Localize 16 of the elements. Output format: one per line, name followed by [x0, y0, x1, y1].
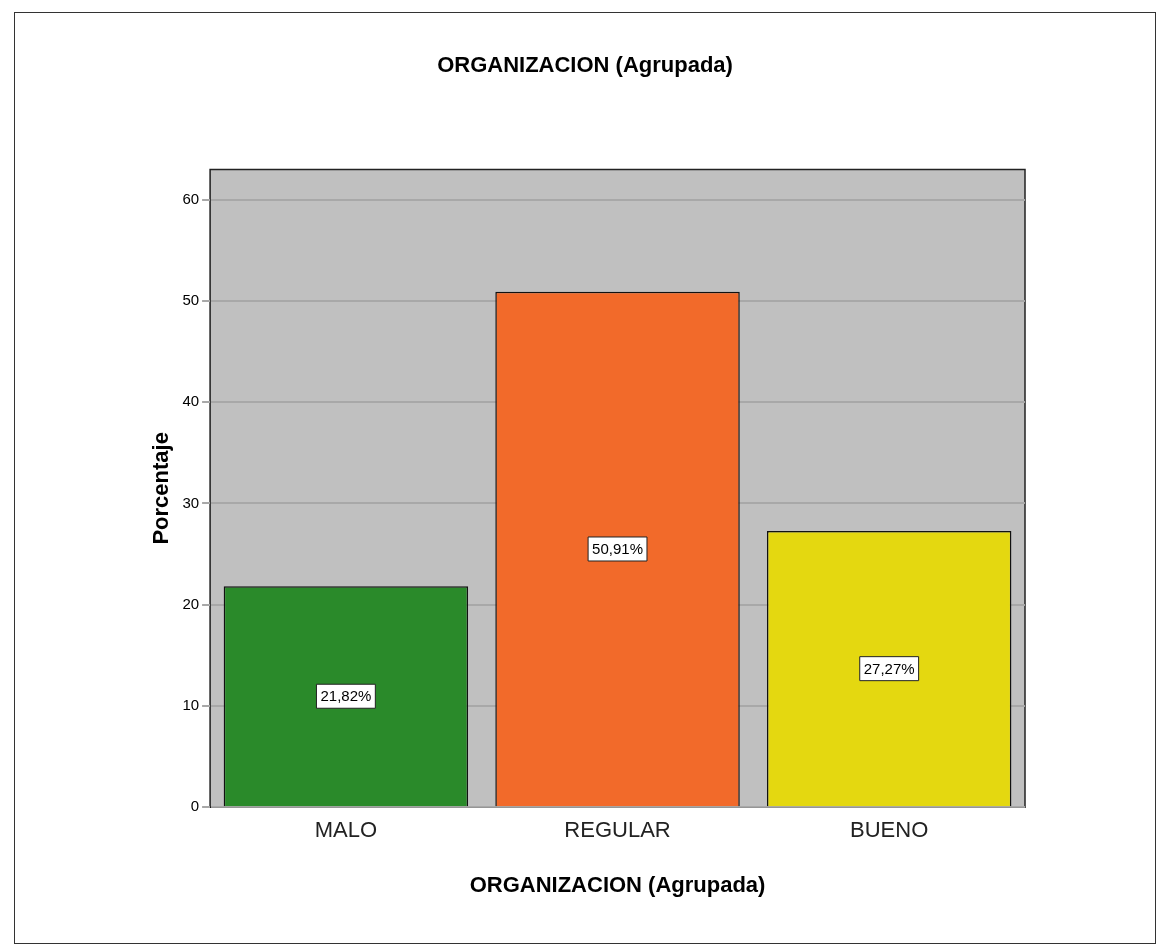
y-tick-label: 40	[182, 392, 200, 410]
data-label: 21,82%	[320, 687, 372, 705]
x-tick-label: REGULAR	[564, 817, 671, 843]
y-axis-title: Porcentaje	[148, 432, 174, 545]
x-axis-title: ORGANIZACION (Agrupada)	[469, 871, 766, 897]
x-tick-label: MALO	[314, 817, 378, 843]
data-label: 27,27%	[863, 659, 915, 677]
chart-title: ORGANIZACION (Agrupada)	[437, 52, 733, 78]
y-tick-label: 0	[190, 797, 200, 815]
y-tick-label: 60	[182, 189, 200, 207]
x-tick-label: BUENO	[850, 817, 929, 843]
data-label: 50,91%	[592, 540, 643, 558]
y-tick-label: 50	[182, 291, 200, 309]
y-tick-label: 10	[182, 696, 200, 714]
y-tick-label: 30	[182, 493, 200, 511]
y-tick-label: 20	[182, 594, 200, 612]
